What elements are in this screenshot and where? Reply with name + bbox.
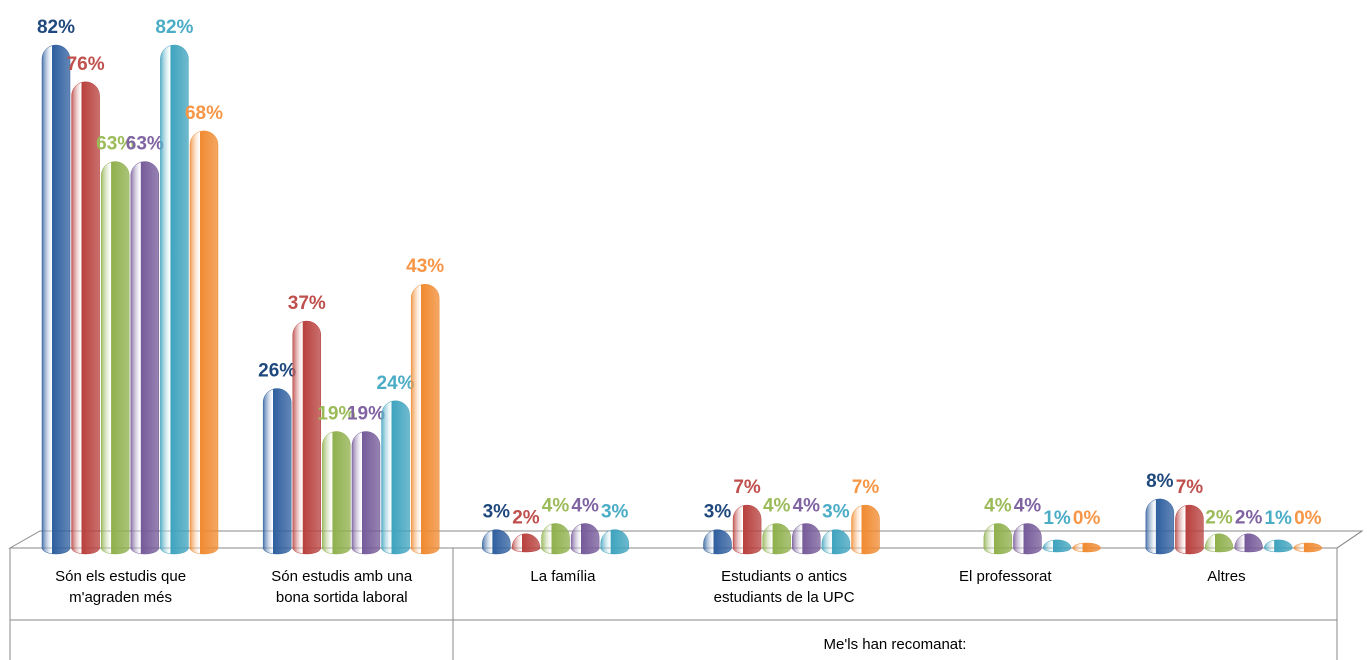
data-label: 68% <box>185 103 223 124</box>
data-label: 2% <box>1235 508 1263 529</box>
data-label: 4% <box>984 495 1012 516</box>
category-label: Estudiants o antics estudiants de la UPC <box>713 568 855 606</box>
bar <box>410 284 440 555</box>
data-label: 3% <box>704 502 732 523</box>
bar <box>1013 523 1042 555</box>
data-label: 7% <box>1176 477 1204 498</box>
data-label: 24% <box>377 373 415 394</box>
category-label: Altres <box>1207 568 1246 585</box>
bar <box>1293 542 1323 553</box>
bar <box>1204 533 1234 553</box>
bar <box>1234 533 1263 553</box>
bar <box>541 523 570 555</box>
data-label: 82% <box>155 17 193 38</box>
bar <box>703 529 732 555</box>
bar <box>732 504 762 555</box>
floor-edge <box>1336 530 1363 549</box>
bar <box>600 529 629 555</box>
bar <box>322 431 351 555</box>
data-label: 76% <box>67 54 105 75</box>
data-label: 19% <box>317 403 355 424</box>
data-label: 82% <box>37 17 75 38</box>
category-label: Són estudis amb una bona sortida laboral <box>271 568 413 606</box>
data-label: 1% <box>1264 508 1292 529</box>
bar <box>1175 504 1204 555</box>
bar <box>71 81 100 555</box>
data-label: 2% <box>1205 508 1233 529</box>
group-label: Me'ls han recomanat: <box>823 636 967 653</box>
bar <box>983 523 1013 555</box>
bar <box>1042 539 1072 553</box>
bar <box>351 431 381 555</box>
data-label: 3% <box>601 502 629 523</box>
data-label: 0% <box>1294 508 1322 529</box>
data-label: 43% <box>406 256 444 277</box>
bar <box>821 529 851 555</box>
bar <box>130 161 160 555</box>
data-label: 37% <box>288 293 326 314</box>
bar <box>792 523 821 555</box>
category-label: La família <box>530 568 596 585</box>
bar <box>381 400 410 555</box>
bar <box>482 529 511 555</box>
data-label: 19% <box>347 403 385 424</box>
data-label: 26% <box>258 361 296 382</box>
category-label: El professorat <box>958 568 1052 585</box>
bar <box>511 533 541 553</box>
bar <box>1263 539 1293 553</box>
data-label: 3% <box>822 502 850 523</box>
data-label: 8% <box>1146 471 1174 492</box>
bar <box>570 523 600 555</box>
bar <box>851 504 880 555</box>
data-label: 4% <box>793 495 821 516</box>
bar <box>262 388 292 555</box>
data-label: 7% <box>733 477 761 498</box>
bar <box>41 44 71 555</box>
data-label: 1% <box>1043 508 1071 529</box>
bar <box>762 523 791 555</box>
bar <box>1145 498 1175 555</box>
category-label: Són els estudis que m'agraden més <box>55 568 187 606</box>
bar <box>189 130 219 555</box>
data-label: 3% <box>483 502 511 523</box>
bar <box>100 161 130 555</box>
data-label: 4% <box>1014 495 1042 516</box>
data-label: 4% <box>571 495 599 516</box>
bar <box>1072 542 1101 553</box>
data-label: 4% <box>542 495 570 516</box>
data-label: 2% <box>512 508 540 529</box>
bar <box>160 44 189 555</box>
data-label: 63% <box>96 134 134 155</box>
data-label: 0% <box>1073 508 1101 529</box>
data-label: 4% <box>763 495 791 516</box>
data-label: 7% <box>852 477 880 498</box>
bar <box>292 320 322 555</box>
data-label: 63% <box>126 134 164 155</box>
